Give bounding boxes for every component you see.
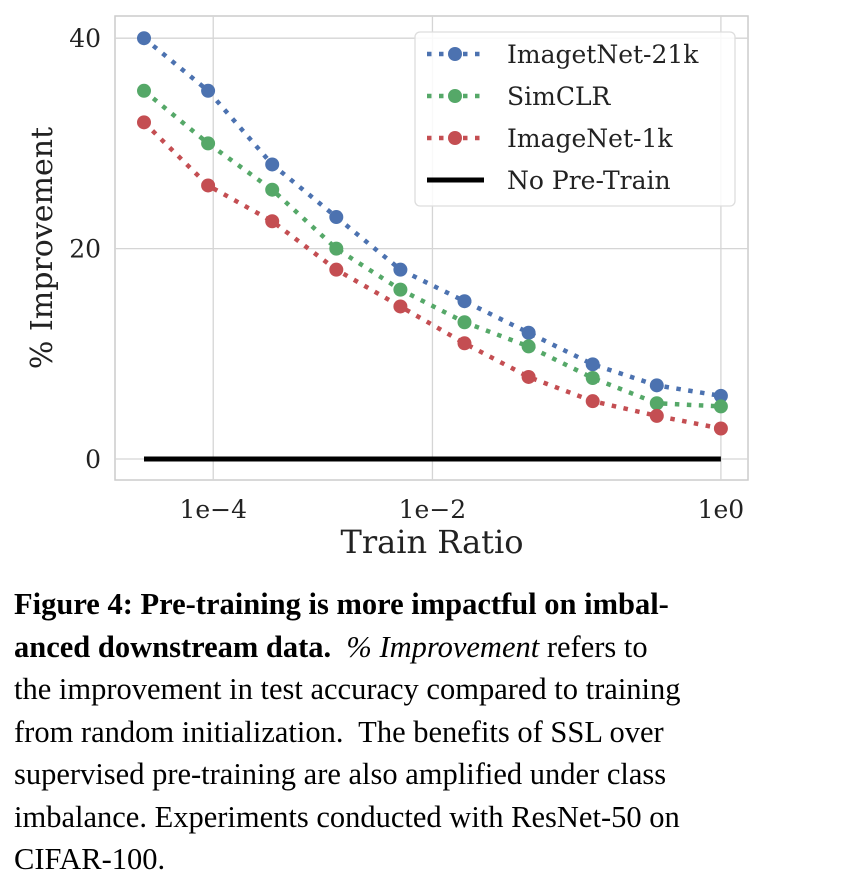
caption-italic: % Improvement — [346, 629, 540, 664]
data-point — [457, 336, 472, 351]
caption-text — [331, 630, 346, 664]
caption-bold: Figure 4: Pre-training is more impactful… — [14, 587, 669, 621]
caption-line: Figure 4: Pre-training is more impactful… — [14, 583, 844, 626]
caption-line: the improvement in test accuracy compare… — [14, 668, 844, 711]
data-point — [713, 421, 728, 436]
data-point — [265, 157, 280, 172]
legend-marker — [448, 89, 462, 103]
y-axis-label: % Improvement — [25, 127, 60, 369]
y-tick-label: 0 — [85, 445, 101, 474]
series-line-1 — [142, 89, 722, 409]
data-point — [649, 408, 664, 423]
figure-caption: Figure 4: Pre-training is more impactful… — [14, 583, 844, 881]
data-point — [137, 115, 151, 130]
legend-label: ImageNet-1k — [507, 124, 673, 153]
caption-text: from random initialization. The benefits… — [14, 714, 664, 749]
caption-line: supervised pre-training are also amplifi… — [14, 753, 844, 796]
caption-line: anced downstream data. % Improvement ref… — [14, 626, 844, 669]
data-point — [393, 282, 408, 297]
legend-box — [414, 31, 736, 207]
data-point — [713, 388, 728, 403]
caption-bold: anced downstream data. — [14, 629, 332, 664]
x-tick-label: 1e0 — [698, 495, 745, 524]
caption-text2: refers to — [539, 629, 648, 664]
data-point — [201, 136, 216, 151]
data-point — [265, 182, 280, 197]
caption-text: CIFAR-100. — [14, 842, 166, 876]
caption-line: CIFAR-100. — [14, 838, 844, 881]
data-point — [649, 396, 664, 411]
data-point — [329, 241, 344, 256]
legend-label: No Pre-Train — [507, 166, 671, 195]
data-point — [457, 315, 472, 330]
x-tick-label: 1e−4 — [179, 495, 247, 524]
data-point — [393, 262, 408, 277]
data-point — [649, 378, 664, 393]
series-line-2 — [142, 120, 722, 431]
legend-label: ImagetNet-21k — [507, 40, 699, 69]
y-tick-label: 20 — [69, 235, 101, 264]
caption-text: imbalance. Experiments conducted with Re… — [14, 799, 680, 834]
data-point — [585, 357, 600, 372]
legend-marker — [448, 131, 462, 145]
data-point — [393, 299, 408, 314]
data-point — [585, 370, 600, 385]
data-point — [521, 369, 536, 384]
data-point — [137, 83, 151, 98]
caption-text: the improvement in test accuracy compare… — [14, 672, 681, 706]
data-point — [265, 214, 280, 229]
data-point — [521, 339, 536, 354]
legend-label: SimCLR — [507, 82, 612, 111]
x-axis-label: Train Ratio — [341, 523, 524, 561]
data-point — [201, 178, 216, 193]
data-point — [329, 210, 344, 225]
data-point — [457, 294, 472, 309]
data-point — [201, 83, 216, 98]
data-point — [329, 262, 344, 277]
caption-line: imbalance. Experiments conducted with Re… — [14, 796, 844, 839]
caption-line: from random initialization. The benefits… — [14, 711, 844, 754]
x-tick-label: 1e−2 — [399, 495, 467, 524]
y-tick-label: 40 — [69, 24, 101, 53]
data-point — [713, 399, 728, 414]
data-point — [521, 325, 536, 340]
data-point — [585, 394, 600, 409]
chart: 1e−4 1e−2 1e0 0 20 40 ImagetNet-21k SimCLR Imag… — [25, 15, 749, 561]
data-point — [137, 31, 151, 46]
caption-text: supervised pre-training are also amplifi… — [14, 757, 667, 791]
legend-marker — [448, 47, 462, 61]
